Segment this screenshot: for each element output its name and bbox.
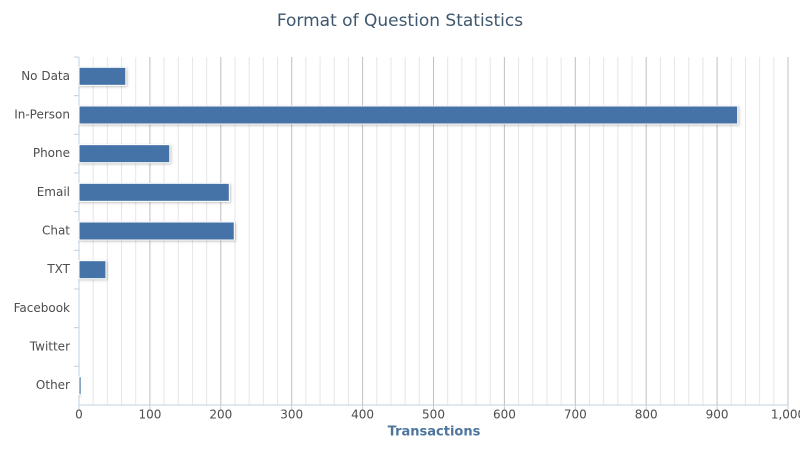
bar — [78, 144, 171, 164]
y-tick-label: In-Person — [14, 108, 70, 122]
x-tick-label: 600 — [493, 408, 516, 422]
x-tick-label: 700 — [564, 408, 587, 422]
bar — [78, 221, 235, 241]
x-tick-label: 300 — [280, 408, 303, 422]
x-tick-label: 800 — [635, 408, 658, 422]
bar — [78, 260, 107, 280]
y-tick-label: Facebook — [14, 301, 70, 315]
x-tick-label: 500 — [422, 408, 445, 422]
y-tick-label: Chat — [42, 224, 70, 238]
y-tick-label: Other — [36, 378, 70, 392]
x-tick-label: 100 — [138, 408, 161, 422]
x-tick-label: 0 — [75, 408, 83, 422]
x-tick-label: 1,000 — [771, 408, 800, 422]
y-tick-label: TXT — [46, 262, 70, 276]
bar — [78, 182, 230, 202]
x-axis-title: Transactions — [388, 425, 481, 440]
x-tick-label: 400 — [351, 408, 374, 422]
y-tick-label: Phone — [33, 146, 70, 160]
y-tick-label: Twitter — [29, 340, 70, 354]
x-tick-label: 900 — [706, 408, 729, 422]
bar — [78, 105, 739, 125]
chart-title: Format of Question Statistics — [277, 11, 523, 31]
y-tick-label: No Data — [21, 69, 70, 83]
x-tick-label: 200 — [209, 408, 232, 422]
bar — [78, 376, 82, 396]
bar — [78, 66, 127, 86]
y-tick-label: Email — [37, 185, 70, 199]
